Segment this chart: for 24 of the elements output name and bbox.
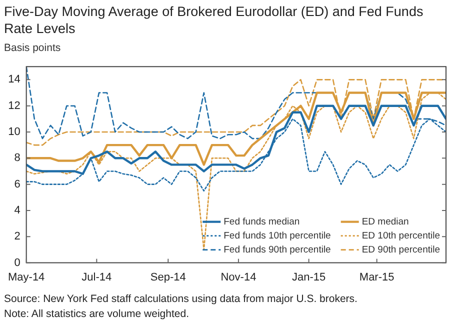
y-axis-title: Basis points xyxy=(4,42,61,54)
x-tick-label: Sep-14 xyxy=(150,271,186,284)
legend-label: ED median xyxy=(362,216,409,228)
y-tick-label: 4 xyxy=(14,204,20,217)
y-tick-label: 0 xyxy=(14,256,20,269)
legend-label: Fed funds 90th percentile xyxy=(224,244,331,256)
text: Note: All statistics are volume weighted. xyxy=(4,307,190,322)
legend-label: Fed funds 10th percentile xyxy=(224,230,331,242)
y-tick-label: 10 xyxy=(8,126,20,138)
y-tick-label: 2 xyxy=(14,230,20,243)
x-tick-label: Jul-14 xyxy=(82,271,112,284)
y-tick-label: 12 xyxy=(8,100,20,112)
legend-label: ED 10th percentile xyxy=(362,230,440,242)
x-tick-label: May-14 xyxy=(8,271,45,284)
chart-title: Five-Day Moving Average of Brokered Eurodollar (ED) and Fed Funds Rate Levels xyxy=(4,3,424,37)
legend-label: ED 90th percentile xyxy=(362,244,440,256)
x-tick-label: Jan-15 xyxy=(292,271,326,284)
y-tick-label: 14 xyxy=(8,74,20,86)
y-tick-label: 8 xyxy=(14,152,20,164)
legend-label: Fed funds median xyxy=(224,216,300,228)
source-note: Source: New York Fed staff calculations using data from major U.S. brokers. xyxy=(4,292,358,307)
y-tick-label: 6 xyxy=(14,178,20,190)
x-tick-label: Nov-14 xyxy=(220,271,256,284)
x-tick-label: Mar-15 xyxy=(359,271,394,284)
